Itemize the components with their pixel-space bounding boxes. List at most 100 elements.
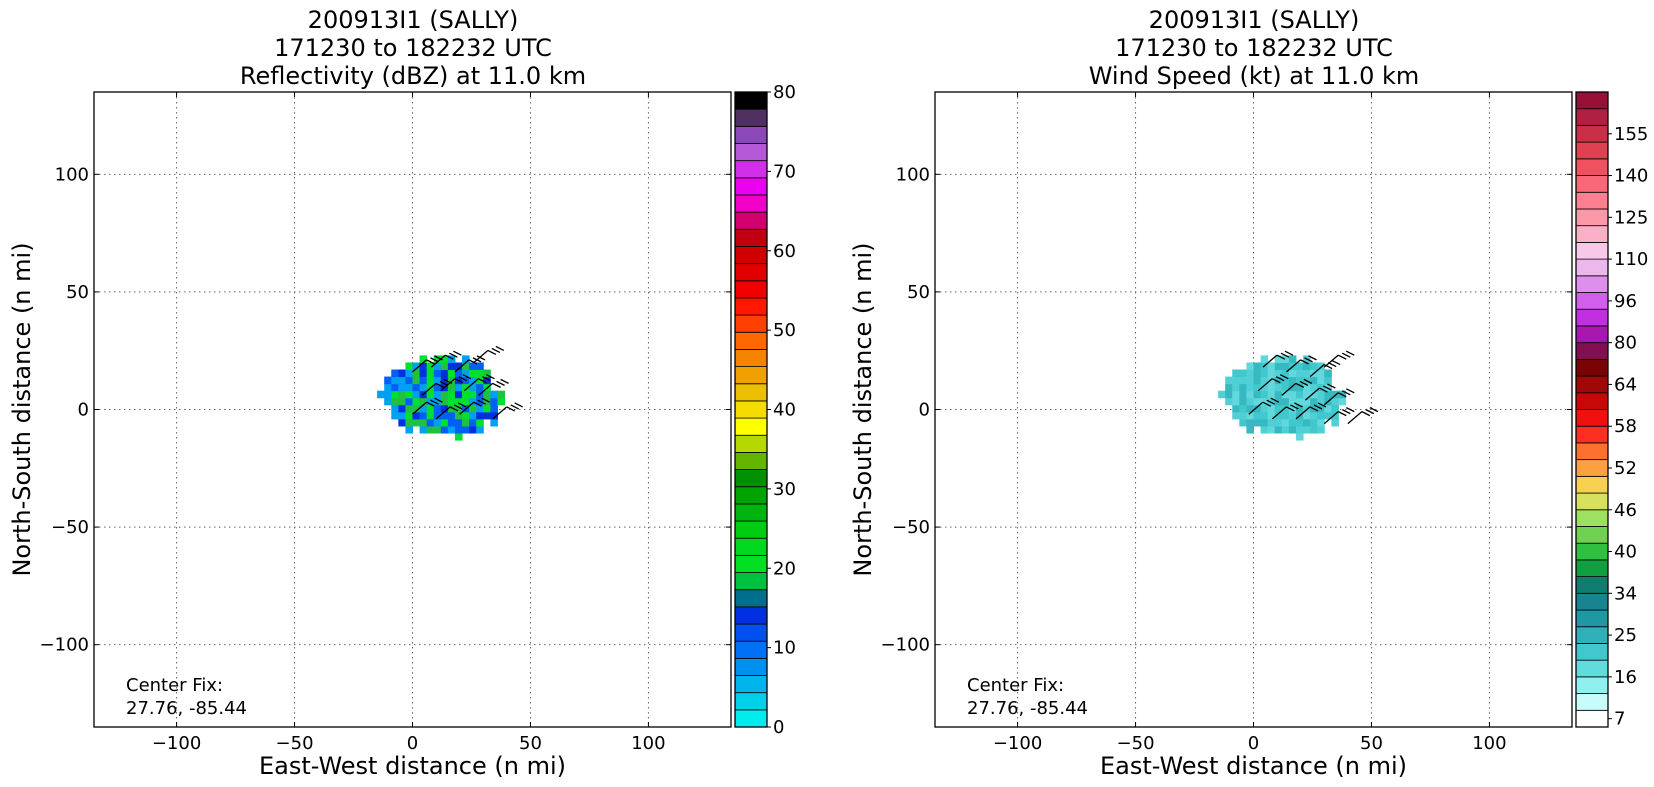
colorbar-swatch	[734, 331, 768, 350]
echo-cell	[1246, 376, 1254, 385]
x-tick-label: 50	[519, 733, 542, 754]
colorbar-swatch	[1575, 275, 1609, 293]
echo-cell	[1274, 390, 1283, 399]
wind-barb	[1309, 359, 1341, 378]
echo-cell	[1281, 418, 1290, 427]
echo-cell	[462, 411, 470, 420]
colorbar-swatch	[1575, 676, 1609, 694]
colorbar-tick-label: 7	[1614, 709, 1625, 730]
echo-cell	[1274, 404, 1283, 413]
echo-cell	[426, 425, 435, 434]
echo-cell	[1267, 411, 1276, 420]
echo-cell	[483, 404, 491, 413]
echo-cell	[391, 376, 399, 385]
y-tick-label: 0	[919, 400, 930, 421]
echo-cell	[1310, 411, 1318, 420]
echo-cell	[433, 383, 442, 392]
colorbar-swatch	[734, 263, 768, 282]
chart-title-storm: 200913I1 (SALLY)	[1149, 6, 1360, 34]
colorbar-swatch	[734, 520, 768, 539]
colorbar-swatch	[1575, 392, 1609, 410]
echo-cell	[1324, 369, 1332, 378]
echo-cell	[1246, 397, 1254, 406]
echo-cell	[1239, 376, 1247, 385]
echo-cell	[462, 418, 470, 427]
echo-cell	[1239, 404, 1247, 413]
colorbar-frame	[1575, 91, 1609, 728]
colorbar-swatch	[734, 280, 768, 299]
echo-cell	[1225, 397, 1233, 406]
echo-cell	[1303, 390, 1311, 399]
colorbar-tick-label: 80	[773, 82, 796, 103]
echo-cell	[426, 362, 435, 371]
x-axis-label: East-West distance (n mi)	[1100, 752, 1407, 780]
echo-cell	[1274, 369, 1283, 378]
colorbar-swatch	[734, 160, 768, 179]
x-tick-label: −50	[1117, 733, 1155, 754]
echo-cell	[419, 376, 428, 385]
echo-cell	[391, 397, 399, 406]
echo-cell	[1310, 418, 1318, 427]
echo-cell	[490, 418, 498, 427]
echo-cell	[405, 383, 413, 392]
x-tick-label: 50	[1360, 733, 1383, 754]
colorbar-swatch	[1575, 191, 1609, 210]
echo-cell	[1239, 383, 1247, 392]
echo-cell	[426, 369, 435, 378]
echo-cell	[433, 362, 442, 371]
echo-cell	[462, 362, 470, 371]
colorbar-swatch	[1575, 576, 1609, 594]
colorbar-tick-label: 96	[1614, 291, 1637, 312]
echo-cell	[1253, 362, 1262, 371]
echo-cell	[1246, 425, 1254, 434]
echo-cell	[462, 383, 470, 392]
colorbar-swatch	[1575, 358, 1609, 377]
colorbar-swatch	[734, 366, 768, 385]
colorbar-swatch	[734, 143, 768, 162]
echo-cell	[440, 418, 449, 427]
echo-cell	[398, 376, 406, 385]
colorbar-swatch	[1575, 375, 1609, 394]
colorbar-swatch	[734, 692, 768, 711]
colorbar-swatch	[734, 91, 768, 110]
echo-cell	[398, 411, 406, 420]
colorbar-swatch	[734, 606, 768, 625]
colorbar-swatch	[1575, 475, 1609, 494]
echo-cell	[1274, 418, 1283, 427]
echo-cell	[1267, 383, 1276, 392]
echo-cell	[1281, 425, 1290, 434]
echo-cell	[469, 362, 477, 371]
echo-cell	[1239, 418, 1247, 427]
echo-cell	[1303, 411, 1311, 420]
echo-cell	[1267, 397, 1276, 406]
echo-cell	[1267, 376, 1276, 385]
echo-cell	[1218, 390, 1226, 399]
colorbar-swatch	[734, 400, 768, 419]
echo-cell	[469, 404, 477, 413]
colorbar-swatch	[1575, 292, 1609, 310]
echo-cell	[1288, 404, 1297, 413]
echo-cell	[469, 397, 477, 406]
y-axis-label: North-South distance (n mi)	[849, 242, 877, 576]
colorbar: 155 140 125 110 96 80 64 58 52 46 40 34 25 16 7	[1575, 91, 1648, 730]
echo-cell	[490, 411, 498, 420]
echo-cell	[398, 390, 406, 399]
echo-cell	[412, 362, 421, 371]
echo-cell	[469, 425, 477, 434]
echo-cell	[426, 376, 435, 385]
echo-cell	[398, 369, 406, 378]
wind-barb	[440, 374, 472, 392]
echo-cell	[447, 369, 456, 378]
echo-cell	[1232, 404, 1240, 413]
echo-cell	[405, 376, 413, 385]
echo-cell	[447, 411, 456, 420]
chart-title-time: 171230 to 182232 UTC	[1115, 34, 1393, 62]
echo-cell	[469, 418, 477, 427]
echo-cell	[1274, 362, 1283, 371]
echo-cell	[419, 425, 428, 434]
echo-cell	[1260, 369, 1269, 378]
echo-cell	[497, 397, 506, 406]
echo-cell	[1246, 369, 1254, 378]
echo-cell	[412, 397, 421, 406]
echo-cell	[405, 404, 413, 413]
